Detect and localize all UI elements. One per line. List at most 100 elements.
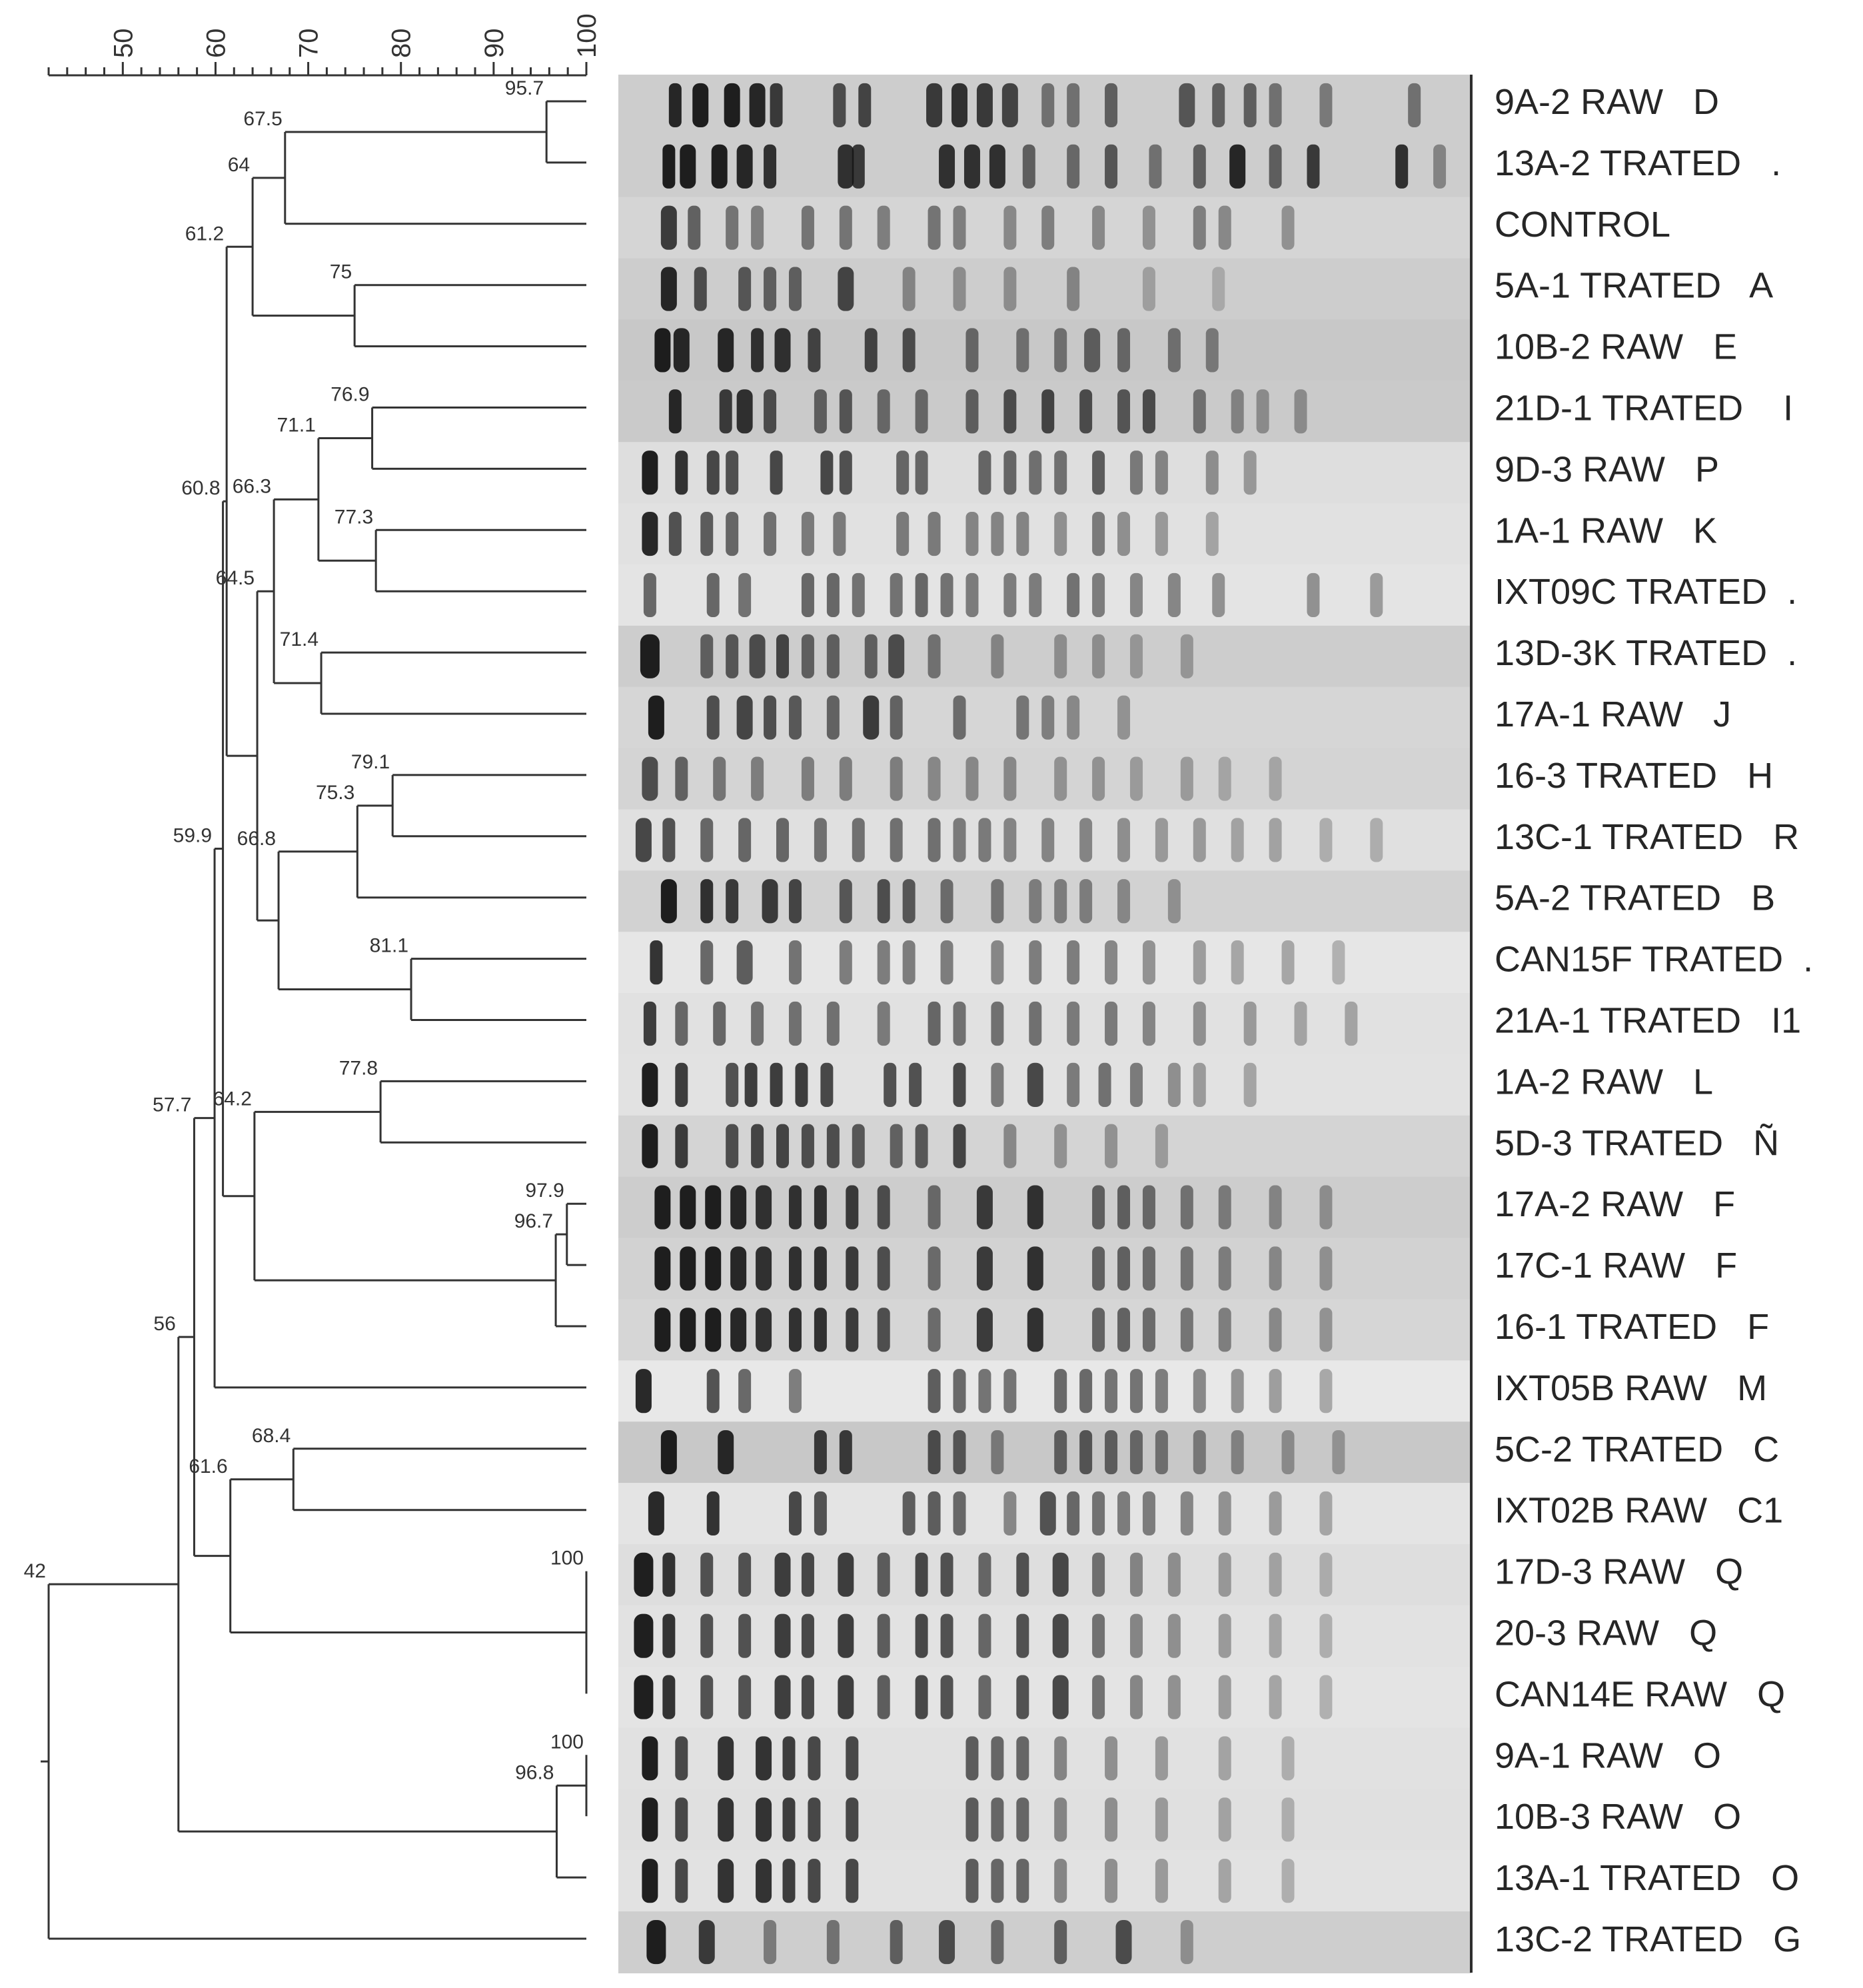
gel-band [976, 83, 993, 128]
gel-lane [618, 258, 1471, 321]
gel-band [877, 1552, 890, 1597]
gel-band [1294, 389, 1307, 434]
gel-band [1218, 1736, 1231, 1781]
gel-band [991, 1001, 1004, 1046]
gel-band [642, 756, 658, 801]
gel-band [1193, 389, 1206, 434]
gel-band [1193, 940, 1206, 985]
gel-band [705, 1185, 722, 1230]
axis-tick-label: 80 [387, 29, 416, 59]
gel-band [1092, 1308, 1105, 1352]
gel-band [762, 879, 778, 924]
gel-band [846, 1859, 859, 1903]
gel-band [826, 1124, 840, 1168]
gel-band [1016, 511, 1029, 556]
gel-band [700, 1552, 714, 1597]
lane-label: IXT02B RAW C1 [1495, 1491, 1783, 1531]
gel-band [1218, 1308, 1231, 1352]
gel-band [718, 328, 734, 373]
gel-band [965, 511, 979, 556]
gel-band [953, 1124, 966, 1168]
gel-band [694, 267, 707, 311]
gel-band [738, 1369, 752, 1414]
gel-band [1129, 1552, 1143, 1597]
gel-band [640, 634, 660, 678]
gel-band [928, 1001, 941, 1046]
gel-band [939, 144, 955, 189]
node-similarity-label: 81.1 [370, 935, 408, 957]
gel-band [788, 940, 802, 985]
gel-band [814, 1185, 827, 1230]
lane-label: 10B-3 RAW O [1495, 1797, 1741, 1837]
gel-band [774, 328, 791, 373]
gel-band [700, 511, 714, 556]
gel-band [1027, 1308, 1043, 1352]
gel-band [1054, 1859, 1067, 1903]
gel-band [839, 1430, 852, 1475]
gel-band [801, 1613, 814, 1658]
gel-band [1142, 940, 1155, 985]
gel-band [1054, 1124, 1067, 1168]
gel-band [764, 389, 777, 434]
gel-band [635, 818, 652, 862]
gel-band [1067, 144, 1080, 189]
gel-band [1155, 1430, 1168, 1475]
gel-band [864, 328, 878, 373]
gel-band [1029, 451, 1042, 495]
gel-lane [618, 932, 1471, 994]
gel-band [1180, 756, 1193, 801]
gel-band [1092, 756, 1105, 801]
gel-band [1319, 1552, 1333, 1597]
gel-band [928, 1308, 941, 1352]
gel-band [654, 1308, 671, 1352]
gel-band [965, 1859, 979, 1903]
gel-band [1243, 451, 1257, 495]
gel-band [1117, 1246, 1131, 1291]
lane-label: 10B-2 RAW E [1495, 327, 1737, 367]
gel-band [846, 1797, 859, 1842]
gel-band [953, 1062, 966, 1107]
gel-band [839, 205, 852, 250]
gel-band [650, 940, 663, 985]
node-similarity-label: 79.1 [351, 751, 390, 773]
gel-band [940, 572, 953, 617]
gel-band [1370, 572, 1383, 617]
node-similarity-label: 64 [228, 154, 250, 176]
gel-band [668, 511, 682, 556]
node-similarity-label: 64.2 [213, 1088, 251, 1110]
gel-band [662, 818, 676, 862]
gel-band [1129, 451, 1143, 495]
gel-band [1092, 634, 1105, 678]
gel-band [838, 1675, 854, 1719]
gel-band [788, 1246, 802, 1291]
gel-band [1052, 1552, 1069, 1597]
gel-band [1105, 940, 1118, 985]
gel-band [642, 1797, 658, 1842]
gel-band [890, 756, 903, 801]
gel-band [660, 267, 677, 311]
gel-band [928, 1491, 941, 1536]
gel-band [864, 634, 878, 678]
gel-band [648, 695, 664, 740]
gel-band [736, 144, 753, 189]
gel-band [978, 818, 991, 862]
gel-band [706, 1369, 720, 1414]
lane-label: 13A-1 TRATED O [1495, 1858, 1799, 1898]
gel-band [1027, 1246, 1043, 1291]
lane-label: 1A-2 RAW L [1495, 1062, 1713, 1102]
gel-band [648, 1491, 664, 1536]
gel-band [1117, 818, 1131, 862]
gel-band [1129, 756, 1143, 801]
gel-lane [618, 319, 1471, 382]
gel-band [1003, 1491, 1017, 1536]
gel-band [782, 1797, 796, 1842]
gel-band [1129, 572, 1143, 617]
gel-band [1054, 451, 1067, 495]
gel-band [1180, 1919, 1193, 1965]
gel-band [634, 1552, 654, 1597]
gel-band [1408, 83, 1421, 128]
gel-band [1105, 1001, 1118, 1046]
gel-band [940, 1552, 953, 1597]
gel-band [1105, 1124, 1118, 1168]
node-similarity-label: 71.1 [277, 414, 316, 436]
